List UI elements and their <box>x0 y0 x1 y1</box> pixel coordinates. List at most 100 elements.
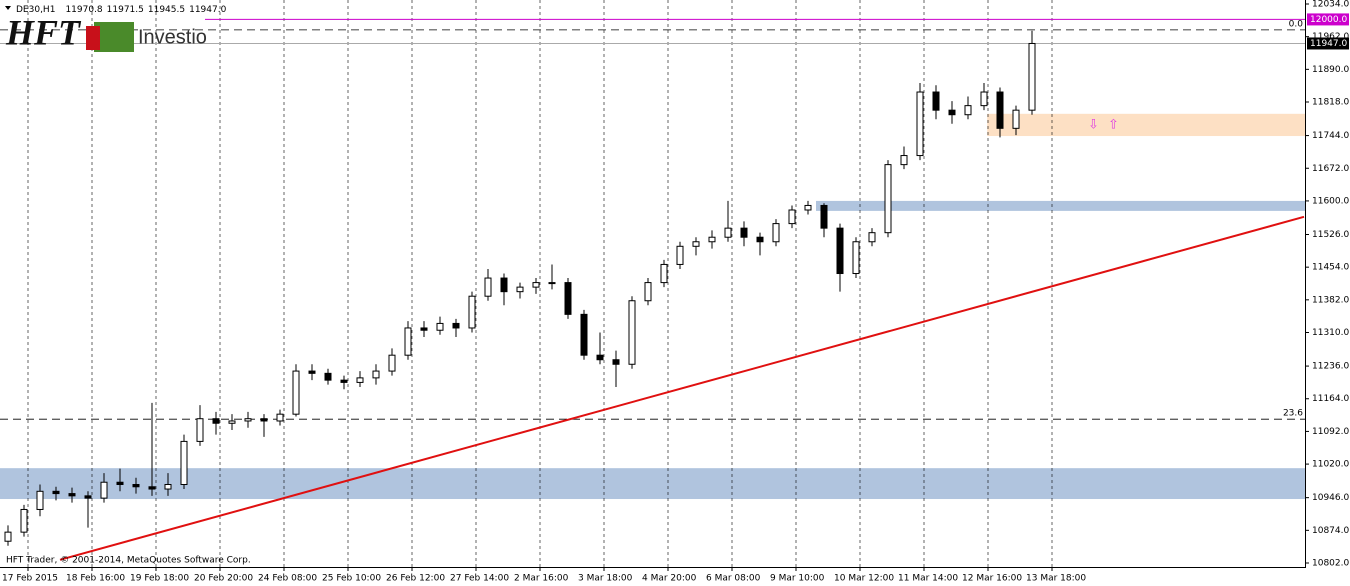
candle-body <box>964 105 972 116</box>
candle-body <box>548 282 556 285</box>
candle-body <box>676 245 684 265</box>
arrow-down: ⇩ <box>1088 117 1099 132</box>
candle-body <box>244 418 252 422</box>
x-tick-label: 6 Mar 08:00 <box>706 574 761 584</box>
candle-body <box>116 481 124 486</box>
candle-body <box>132 484 140 488</box>
candle-body <box>468 295 476 329</box>
header-value: 11971.5 <box>107 5 144 15</box>
header-value: 11947.0 <box>189 5 226 15</box>
candle-body <box>660 263 668 284</box>
zone <box>0 468 1305 500</box>
candle-body <box>148 486 156 490</box>
candle-body <box>372 370 380 379</box>
logo-icon-red <box>86 26 100 50</box>
candle-body <box>452 322 460 329</box>
candle-body <box>260 418 268 422</box>
y-tick-label: 11962.0 <box>1312 32 1349 42</box>
candle-body <box>980 91 988 107</box>
candle-body <box>724 227 732 238</box>
candle-body <box>564 282 572 315</box>
header-value: 11970.8 <box>65 5 102 15</box>
candle-body <box>164 484 172 490</box>
x-tick-label: 20 Feb 20:00 <box>194 574 253 584</box>
x-tick-label: 13 Mar 18:00 <box>1026 574 1086 584</box>
candle-body <box>324 372 332 381</box>
x-tick-label: 4 Mar 20:00 <box>642 574 697 584</box>
price-label: 12000.0 <box>1310 15 1347 25</box>
candle-body <box>276 413 284 422</box>
y-tick-label: 10874.0 <box>1312 526 1349 536</box>
y-tick-label: 11020.0 <box>1312 460 1349 470</box>
header: DE30,H1 11970.8 11971.5 11945.5 11947.0 <box>16 5 227 15</box>
logo-icon <box>94 22 134 52</box>
candle-body <box>52 490 60 495</box>
candle-body <box>788 209 796 225</box>
x-tick-label: 17 Feb 2015 <box>2 574 58 584</box>
candle-body <box>580 313 588 356</box>
candle-body <box>356 377 364 383</box>
candle-body <box>708 236 716 243</box>
candle-body <box>4 531 12 542</box>
x-tick-label: 11 Mar 14:00 <box>898 574 958 584</box>
candle-body <box>916 91 924 157</box>
y-tick-label: 10946.0 <box>1312 493 1349 503</box>
x-tick-label: 19 Feb 18:00 <box>130 574 189 584</box>
candle-body <box>692 241 700 247</box>
y-tick-label: 11310.0 <box>1312 328 1349 338</box>
x-tick-label: 12 Mar 16:00 <box>962 574 1022 584</box>
y-tick-label: 10802.0 <box>1312 559 1349 569</box>
zone <box>816 200 1305 211</box>
candle-body <box>820 204 828 229</box>
candle-body <box>292 370 300 415</box>
candle-body <box>596 354 604 361</box>
candle-body <box>20 508 28 533</box>
candle-body <box>612 359 620 365</box>
y-tick-label: 11092.0 <box>1312 427 1349 437</box>
fibo-label: 0.0 <box>1289 19 1304 29</box>
candle-body <box>1012 109 1020 129</box>
arrow-up: ⇧ <box>1108 117 1119 132</box>
candle-body <box>852 241 860 275</box>
logo: HFT <box>5 12 82 52</box>
candle-body <box>308 370 316 374</box>
candle-body <box>756 236 764 243</box>
header-value: 11945.5 <box>148 5 185 15</box>
candle-body <box>948 109 956 116</box>
candle-body <box>500 277 508 293</box>
candle-body <box>804 204 812 211</box>
x-tick-label: 27 Feb 14:00 <box>450 574 509 584</box>
fibo-label: 23.6 <box>1283 409 1303 419</box>
y-tick-label: 11236.0 <box>1312 362 1349 372</box>
candle-body <box>436 322 444 331</box>
y-tick-label: 11382.0 <box>1312 295 1349 305</box>
copyright: HFT Trader, © 2001-2014, MetaQuotes Soft… <box>6 556 251 566</box>
candle-body <box>180 440 188 486</box>
candle-body <box>868 232 876 243</box>
price-label-box <box>1307 37 1349 50</box>
menu-arrow[interactable] <box>5 6 11 10</box>
y-tick-label: 11890.0 <box>1312 65 1349 75</box>
price-label-box <box>1307 13 1349 26</box>
y-tick-label: 11672.0 <box>1312 164 1349 174</box>
x-tick-label: 3 Mar 18:00 <box>578 574 633 584</box>
candle-body <box>516 286 524 293</box>
x-tick-label: 9 Mar 10:00 <box>770 574 825 584</box>
x-tick-label: 10 Mar 12:00 <box>834 574 894 584</box>
x-tick-label: 2 Mar 16:00 <box>514 574 569 584</box>
candle-body <box>900 155 908 166</box>
candle-body <box>388 354 396 372</box>
y-tick-label: 11744.0 <box>1312 131 1349 141</box>
candle-body <box>644 282 652 302</box>
candle-body <box>740 227 748 238</box>
candle-body <box>532 282 540 288</box>
symbol: DE30,H1 <box>16 5 55 15</box>
candle-body <box>36 490 44 510</box>
x-tick-label: 18 Feb 16:00 <box>66 574 125 584</box>
trendline <box>59 215 1305 561</box>
candle-body <box>404 327 412 356</box>
zone <box>987 113 1305 137</box>
candle-body <box>996 91 1004 129</box>
